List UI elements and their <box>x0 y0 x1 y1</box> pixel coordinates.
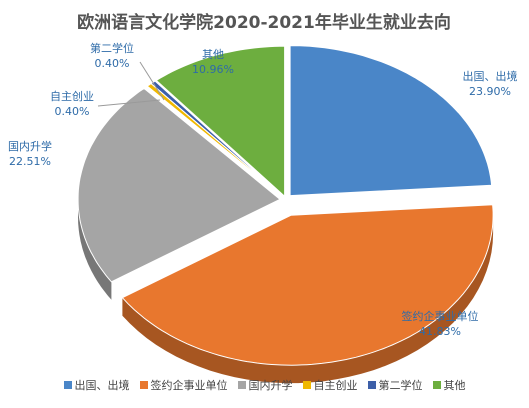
slice-value-label-0: 23.90% <box>469 85 511 98</box>
legend-label-5: 其他 <box>443 379 466 392</box>
slice-category-label-3: 自主创业 <box>50 90 94 103</box>
slice-value-label-4: 0.40% <box>95 57 130 70</box>
slice-value-label-1: 41.83% <box>419 325 461 338</box>
slice-value-label-5: 10.96% <box>192 63 234 76</box>
chart-title: 欧洲语言文化学院2020-2021年毕业生就业去向 <box>77 12 451 33</box>
legend-swatch-5 <box>432 381 441 389</box>
pie-slices <box>77 45 494 384</box>
pie-slice-0 <box>289 45 493 197</box>
pie-slice-side-2 <box>78 199 112 300</box>
slice-value-label-3: 0.40% <box>55 105 90 118</box>
legend-label-4: 第二学位 <box>378 379 423 392</box>
slice-value-label-2: 22.51% <box>9 155 51 168</box>
legend-item-2: 国内升学 <box>237 377 293 393</box>
pie-slice-2 <box>77 87 281 283</box>
legend-item-1: 签约企事业单位 <box>139 377 228 393</box>
legend-item-3: 自主创业 <box>302 377 358 393</box>
slice-category-label-1: 签约企事业单位 <box>402 309 479 323</box>
legend-swatch-4 <box>367 381 376 389</box>
pie-labels: 出国、出境 23.90% 签约企事业单位 41.83% 国内升学 22.51% 自主创业 0.… <box>8 41 518 338</box>
legend-swatch-0 <box>63 381 72 389</box>
legend-label-2: 国内升学 <box>248 379 293 392</box>
leader-line-4 <box>139 61 165 101</box>
slice-category-label-5: 其他 <box>202 48 224 61</box>
legend-label-0: 出国、出境 <box>74 379 130 392</box>
legend-swatch-1 <box>139 381 148 389</box>
legend-item-4: 第二学位 <box>367 377 423 393</box>
legend-label-1: 签约企事业单位 <box>150 379 228 392</box>
legend-label-3: 自主创业 <box>313 379 358 392</box>
pie-slice-5 <box>155 45 286 198</box>
slice-category-label-4: 第二学位 <box>90 41 134 55</box>
legend-item-0: 出国、出境 <box>63 377 130 393</box>
pie-slice-1 <box>121 204 494 366</box>
legend-swatch-3 <box>302 381 311 389</box>
legend: 出国、出境 签约企事业单位 国内升学 自主创业 第二学位 其他 <box>0 374 529 396</box>
slice-category-label-2: 国内升学 <box>8 139 52 153</box>
slice-category-label-0: 出国、出境 <box>463 69 518 83</box>
legend-item-5: 其他 <box>432 377 466 393</box>
legend-swatch-2 <box>237 381 246 389</box>
leader-line-3 <box>97 99 161 107</box>
